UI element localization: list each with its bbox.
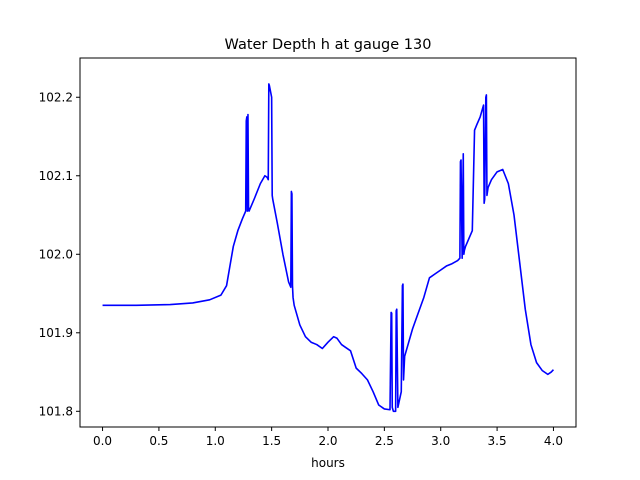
y-tick-label: 101.8 bbox=[39, 404, 73, 418]
y-tick-label: 101.9 bbox=[39, 326, 73, 340]
x-tick-label: 2.0 bbox=[318, 434, 337, 448]
chart-title: Water Depth h at gauge 130 bbox=[225, 37, 432, 53]
x-tick-label: 3.0 bbox=[431, 434, 450, 448]
x-tick-label: 1.5 bbox=[262, 434, 281, 448]
plot-frame bbox=[79, 57, 577, 428]
x-tick-label: 0.0 bbox=[93, 434, 112, 448]
y-tick-label: 102.1 bbox=[39, 169, 73, 183]
x-axis: 0.0 0.5 1.0 1.5 2.0 2.5 3.0 3.5 4.0 bbox=[93, 427, 563, 448]
y-axis: 101.8 101.9 102.0 102.1 102.2 bbox=[39, 90, 80, 418]
x-tick-label: 4.0 bbox=[544, 434, 563, 448]
x-axis-label: hours bbox=[311, 456, 345, 470]
x-tick-label: 0.5 bbox=[149, 434, 168, 448]
x-tick-label: 1.0 bbox=[206, 434, 225, 448]
y-tick-label: 102.0 bbox=[39, 247, 73, 261]
x-tick-label: 2.5 bbox=[375, 434, 394, 448]
x-tick-label: 3.5 bbox=[488, 434, 507, 448]
series-line bbox=[102, 83, 555, 413]
y-tick-label: 102.2 bbox=[39, 90, 73, 104]
